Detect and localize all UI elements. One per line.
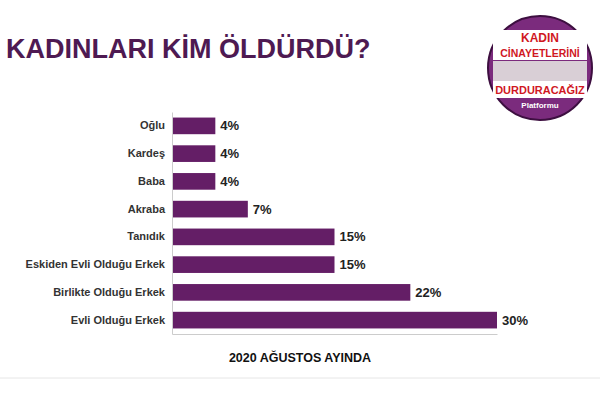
tick-label: Evli Olduğu Erkek [71, 314, 166, 326]
logo-text: Platformu [521, 101, 558, 110]
tick-label: Oğlu [140, 119, 165, 131]
bar [172, 145, 215, 162]
logo-text: KADIN [521, 31, 559, 45]
tick: Birlikte Olduğu Erkek [53, 286, 172, 298]
bar [172, 118, 215, 135]
tick: Tanıdık [127, 230, 172, 242]
data-labels: 4% 4% 4% 7% 15% 15% 22% 30% [220, 118, 528, 327]
data-label: 7% [253, 202, 272, 217]
data-label: 15% [340, 257, 366, 272]
tick: Akraba [128, 203, 172, 215]
tick: Kardeş [128, 147, 172, 159]
bar [172, 173, 215, 190]
value-axis [173, 334, 498, 335]
tick-label: Kardeş [128, 147, 165, 159]
data-label: 30% [502, 313, 528, 328]
tick: Evli Olduğu Erkek [71, 314, 172, 326]
bar [172, 312, 497, 329]
title: KADINLARI KİM ÖLDÜRDÜ? [6, 34, 370, 64]
logo-text: DURDURACAĞIZ [495, 84, 585, 96]
bar [172, 256, 335, 273]
separator [0, 378, 600, 379]
data-label: 15% [340, 229, 366, 244]
tick-label: Eskiden Evli Olduğu Erkek [26, 258, 166, 270]
tick-label: Birlikte Olduğu Erkek [53, 286, 166, 298]
logo: KADIN CİNAYETLERİNİ DURDURACAĞIZ Platformu [488, 16, 592, 120]
tick: Baba [138, 175, 172, 187]
axis-line [173, 334, 498, 335]
logo-band [493, 81, 587, 98]
data-label: 4% [220, 118, 239, 133]
logo-text: CİNAYETLERİNİ [500, 47, 580, 59]
data-label: 22% [415, 285, 441, 300]
axis-line [172, 113, 173, 335]
tick-label: Akraba [128, 203, 166, 215]
data-label: 4% [220, 146, 239, 161]
bars [172, 118, 497, 329]
logo-photos [493, 61, 587, 81]
axis-title: 2020 AĞUSTOS AYINDA [229, 350, 371, 365]
bar [172, 284, 410, 301]
bar [172, 229, 335, 246]
logo-circle [488, 16, 592, 120]
tick: Eskiden Evli Olduğu Erkek [26, 258, 172, 270]
background [0, 0, 600, 400]
tick: Oğlu [140, 119, 172, 131]
category-axis: Oğlu Kardeş Baba Akraba Tanıdık Eskiden Evli … [26, 113, 173, 335]
data-label: 4% [220, 174, 239, 189]
tick-label: Baba [138, 175, 166, 187]
tick-label: Tanıdık [127, 230, 166, 242]
logo-band [493, 30, 587, 60]
bar [172, 201, 248, 218]
